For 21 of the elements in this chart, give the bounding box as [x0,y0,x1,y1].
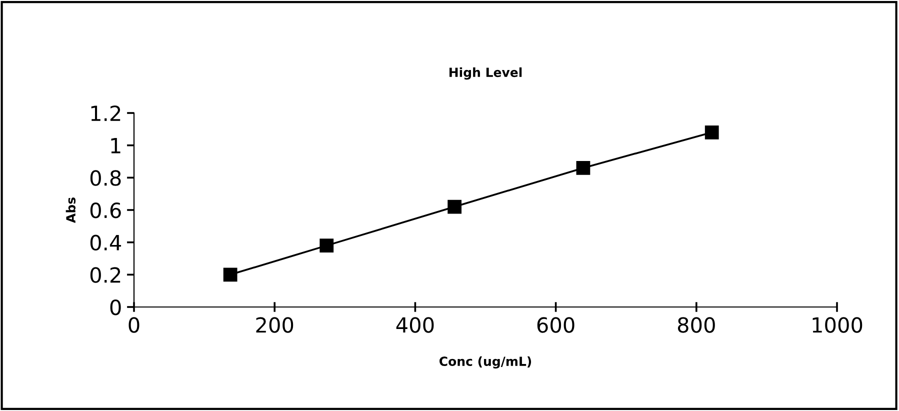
x-tick-label: 600 [537,317,574,333]
y-tick-label: 0.6 [90,202,121,218]
x-tick-label: 200 [256,317,294,333]
point [320,238,334,253]
point [576,161,590,175]
y-tick-label: 1.2 [91,105,120,121]
x-axis-title: Conc (ug/mL) [440,356,532,369]
y-tick-label: 0.8 [90,170,121,186]
x-tick-label: 800 [678,317,715,333]
point [704,125,719,140]
point [448,200,462,214]
y-axis-title: Abs [66,198,76,223]
chart-title: High Level [450,67,522,80]
y-tick-label: 1 [111,138,120,154]
x-tick-label: 400 [396,317,434,333]
x-tick-label: 0 [128,317,140,333]
y-tick-label: 0 [110,299,121,316]
point [223,268,238,282]
y-tick-label: 0.2 [90,267,120,283]
x-tick-label: 1000 [812,317,862,333]
y-tick-label: 0.4 [90,234,122,251]
